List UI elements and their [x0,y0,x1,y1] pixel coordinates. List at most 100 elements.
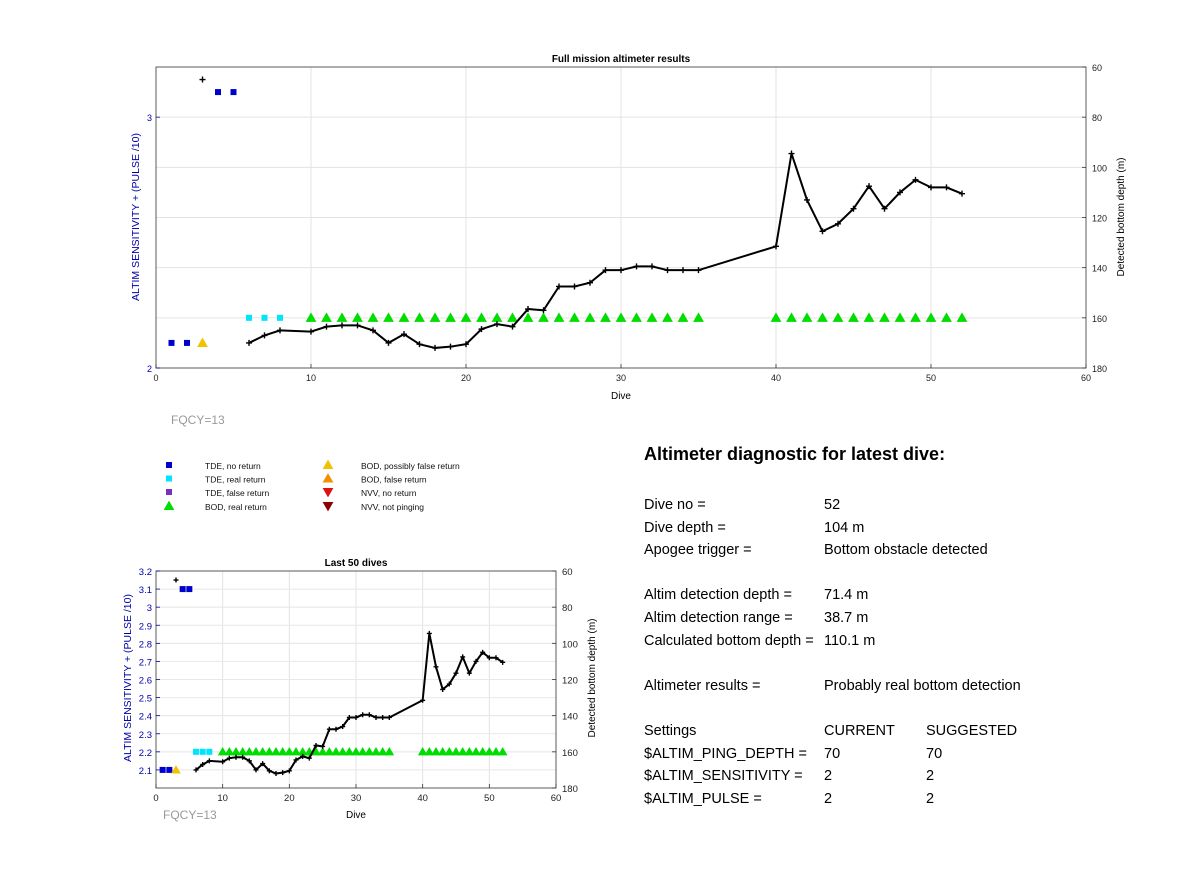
depth-point [293,757,299,763]
depth-point [200,761,206,767]
scatter-point [477,747,488,756]
x-tick-label: 30 [616,373,626,383]
depth-point [773,243,779,250]
diag-row-apogee-trigger: Apogee trigger = Bottom obstacle detecte… [644,542,1184,565]
setting-suggested: 2 [926,790,935,807]
diag-key: Calculated bottom depth = [644,632,814,649]
depth-point [509,323,516,330]
depth-point [260,761,266,767]
depth-point [463,341,469,348]
depth-point [326,726,332,732]
y2-axis-label: Detected bottom depth (m) [587,619,598,738]
scatter-point [297,747,308,756]
scatter-point [257,747,268,756]
diagnostic-title: Altimeter diagnostic for latest dive: [644,444,946,464]
depth-point [313,743,319,749]
scatter-point [217,747,228,756]
series-tde-real-return [193,748,213,755]
legend-marker [163,500,175,511]
chart-title: Full mission altimeter results [552,54,691,65]
scatter-point [484,747,495,756]
x-tick-label: 50 [484,793,495,804]
scatter-point [457,747,468,756]
scatter-point [414,312,425,322]
scatter-point [925,312,937,322]
depth-point [881,205,888,212]
scatter-point [186,586,193,593]
scatter-point [437,747,448,756]
scatter-point [662,312,673,322]
scatter-point [693,312,704,322]
scatter-point [863,312,875,322]
depth-point [866,183,872,190]
setting-suggested: 2 [926,768,935,785]
scatter-point [261,314,268,321]
depth-point [426,630,432,636]
y-tick-label: 3 [147,603,152,614]
series-tde-no-return [159,586,193,773]
scatter-point [344,747,355,756]
depth-point [386,714,392,720]
scatter-point [384,747,395,756]
legend-item: TDE, real return [166,475,266,485]
scatter-point [271,747,281,756]
y2-tick-label: 180 [562,784,578,795]
depth-point [835,220,841,227]
scatter-point [538,312,549,322]
depth-point [500,659,506,665]
depth-point [323,323,330,330]
setting-key: $ALTIM_SENSITIVITY = [644,768,803,785]
scatter-point [264,747,275,756]
depth-point [943,184,950,191]
legend-label: BOD, possibly false return [361,461,460,471]
depth-point [366,712,372,718]
scatter-point [199,748,206,755]
depth-point [618,267,624,274]
depth-point [480,649,486,655]
depth-point [346,714,352,720]
scatter-point [171,765,181,774]
depth-point [804,196,810,203]
depth-point [385,339,392,346]
scatter-point [444,747,455,756]
y-tick-label: 2.7 [139,657,152,668]
y2-tick-label: 80 [1092,113,1102,123]
series-bod-real-return [217,747,508,756]
scatter-point [941,312,952,322]
scatter-point [336,312,348,322]
scatter-point [215,89,221,96]
series-tde-no-return [168,89,237,346]
legend-item: NVV, not pinging [322,501,424,512]
x-tick-label: 20 [461,373,471,383]
scatter-point [431,747,441,756]
depth-point [193,767,199,773]
y-tick-label: 3.2 [139,567,152,578]
setting-key: $ALTIM_PULSE = [644,790,762,807]
scatter-point [331,747,341,756]
depth-point [680,267,686,274]
y-tick-label: 2.1 [139,766,152,777]
scatter-point [615,312,627,322]
depth-point [466,670,472,676]
y2-tick-label: 120 [1092,214,1107,224]
depth-point [420,697,426,703]
scatter-point [522,312,534,322]
scatter-point [277,314,283,321]
chart-title: Last 50 dives [325,558,388,569]
depth-point [587,279,593,286]
depth-point [373,714,379,720]
scatter-point [291,747,301,756]
depth-point [354,322,361,329]
depth-point [433,664,439,670]
diag-value: Bottom obstacle detected [824,542,988,559]
y2-tick-label: 180 [1092,364,1107,374]
depth-point [460,654,466,660]
scatter-point [770,312,782,322]
scatter-point [305,312,317,322]
scatter-point [460,312,472,322]
scatter-point [491,747,501,756]
diag-row-bottom-depth: Calculated bottom depth = 110.1 m [644,633,1184,656]
scatter-point [398,312,410,322]
legend-marker [166,475,172,482]
